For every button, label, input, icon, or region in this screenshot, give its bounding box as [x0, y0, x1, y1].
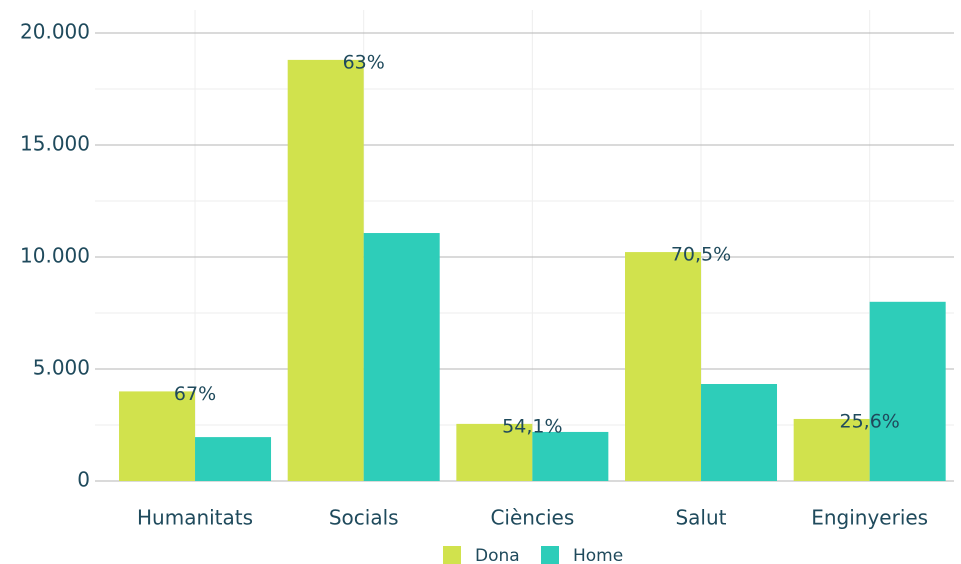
bar — [363, 233, 440, 481]
legend-swatch — [541, 546, 559, 564]
x-tick-label: Enginyeries — [811, 506, 928, 530]
bar — [793, 418, 870, 481]
x-tick-label: Socials — [329, 506, 399, 530]
bar — [869, 301, 946, 481]
x-tick-label: Salut — [675, 506, 726, 530]
y-tick-label: 0 — [77, 468, 90, 492]
legend-swatch — [443, 546, 461, 564]
bar — [195, 437, 272, 481]
bar — [287, 59, 364, 481]
y-tick-label: 15.000 — [20, 132, 90, 156]
annotation: 67% — [174, 383, 216, 405]
y-tick-label: 20.000 — [20, 20, 90, 44]
legend-label: Dona — [475, 546, 520, 564]
bar — [701, 384, 778, 481]
annotation: 54,1% — [502, 415, 562, 437]
legend-label: Home — [573, 546, 623, 564]
x-tick-label: Ciències — [490, 506, 574, 530]
annotation: 70,5% — [671, 244, 731, 266]
y-tick-label: 10.000 — [20, 244, 90, 268]
annotation: 25,6% — [839, 410, 899, 432]
annotation: 63% — [343, 51, 385, 73]
bar — [625, 252, 702, 481]
bar — [532, 431, 609, 481]
x-tick-label: Humanitats — [137, 506, 253, 530]
bar — [119, 391, 196, 481]
bar — [456, 423, 533, 481]
y-tick-label: 5.000 — [33, 356, 90, 380]
